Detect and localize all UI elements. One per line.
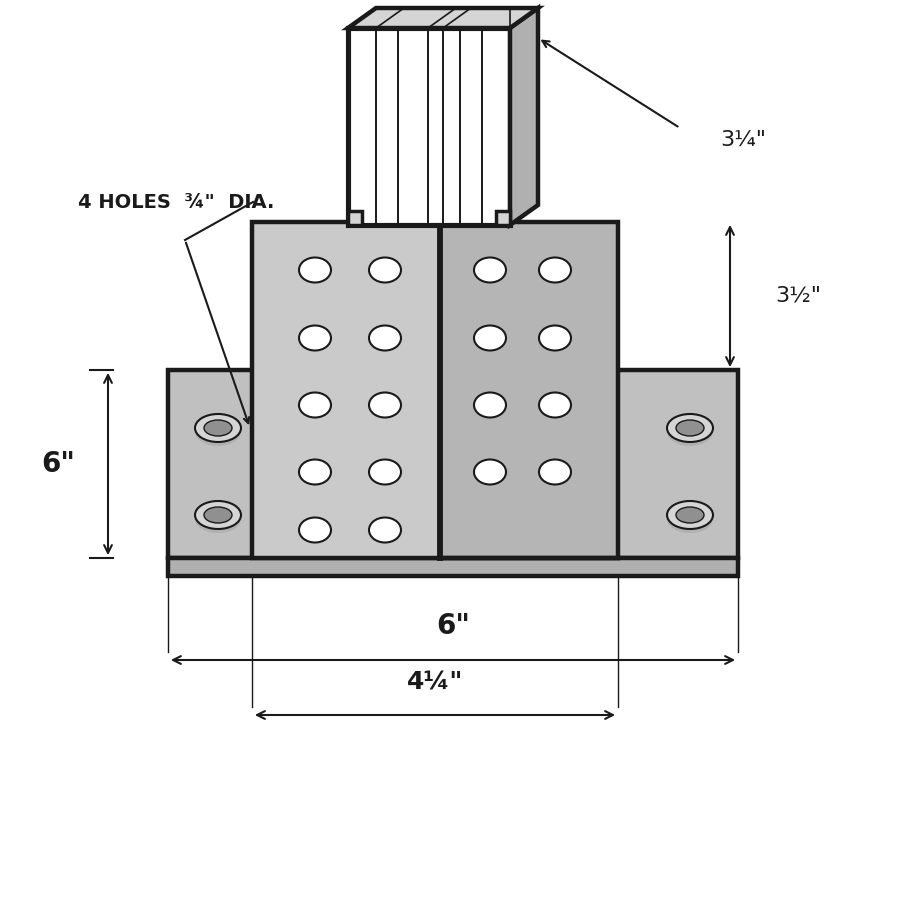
Ellipse shape bbox=[474, 257, 506, 283]
Bar bbox=[440, 222, 618, 558]
Polygon shape bbox=[496, 211, 510, 225]
Polygon shape bbox=[510, 8, 538, 225]
Ellipse shape bbox=[299, 392, 331, 418]
Text: 3¼": 3¼" bbox=[720, 130, 766, 150]
Ellipse shape bbox=[369, 326, 401, 350]
Ellipse shape bbox=[299, 460, 331, 484]
Ellipse shape bbox=[474, 392, 506, 418]
Text: 4¼": 4¼" bbox=[407, 671, 464, 695]
Ellipse shape bbox=[195, 505, 241, 533]
Polygon shape bbox=[348, 211, 362, 225]
Ellipse shape bbox=[667, 501, 713, 529]
Text: 4 HOLES  ¾"  DIA.: 4 HOLES ¾" DIA. bbox=[78, 193, 274, 212]
Bar bbox=[252, 222, 440, 558]
Ellipse shape bbox=[204, 420, 232, 436]
Ellipse shape bbox=[299, 257, 331, 283]
Text: 3½": 3½" bbox=[775, 286, 821, 306]
Ellipse shape bbox=[195, 414, 241, 442]
Ellipse shape bbox=[667, 418, 713, 446]
Ellipse shape bbox=[369, 257, 401, 283]
Ellipse shape bbox=[474, 326, 506, 350]
Bar bbox=[348, 28, 510, 225]
Ellipse shape bbox=[369, 518, 401, 543]
Ellipse shape bbox=[667, 505, 713, 533]
Ellipse shape bbox=[539, 392, 571, 418]
Ellipse shape bbox=[667, 414, 713, 442]
Ellipse shape bbox=[369, 392, 401, 418]
Text: 6": 6" bbox=[436, 612, 470, 640]
Ellipse shape bbox=[676, 420, 704, 436]
Ellipse shape bbox=[369, 460, 401, 484]
Text: 6": 6" bbox=[41, 450, 75, 478]
Ellipse shape bbox=[474, 460, 506, 484]
Ellipse shape bbox=[299, 518, 331, 543]
Ellipse shape bbox=[539, 460, 571, 484]
Ellipse shape bbox=[299, 326, 331, 350]
Ellipse shape bbox=[539, 326, 571, 350]
Bar bbox=[168, 558, 738, 576]
Ellipse shape bbox=[204, 507, 232, 523]
Ellipse shape bbox=[539, 257, 571, 283]
Bar bbox=[168, 370, 738, 558]
Ellipse shape bbox=[676, 507, 704, 523]
Ellipse shape bbox=[195, 501, 241, 529]
Ellipse shape bbox=[195, 418, 241, 446]
Polygon shape bbox=[348, 8, 538, 28]
